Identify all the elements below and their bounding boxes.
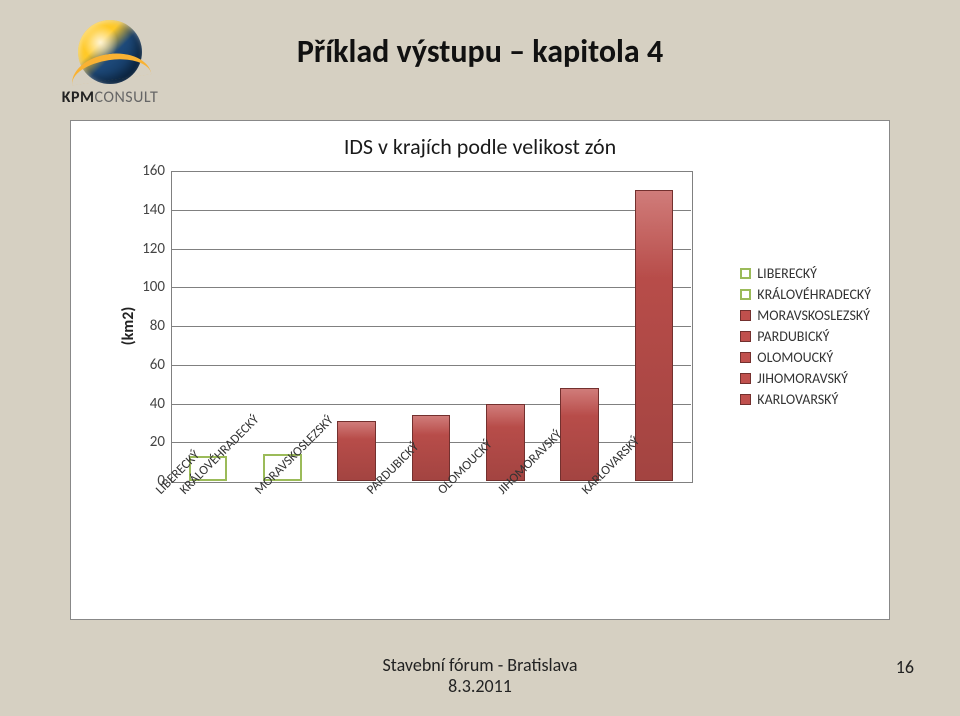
footer: Stavební fórum - Bratislava 8.3.2011: [0, 655, 960, 698]
chart-legend: LIBERECKÝ KRÁLOVÉHRADECKÝ MORAVSKOSLEZSKÝ P…: [740, 261, 871, 412]
slide-number: 16: [896, 656, 914, 678]
legend-swatch: [740, 310, 751, 321]
legend-swatch: [740, 289, 751, 300]
gridline: [171, 365, 691, 366]
legend-row: PARDUBICKÝ: [740, 328, 871, 345]
legend-label: LIBERECKÝ: [757, 265, 817, 282]
brand-name: KPM: [62, 88, 95, 107]
chart-title: IDS v krajích podle velikost zón: [71, 133, 889, 160]
y-tick-label: 60: [125, 356, 171, 374]
bar: [635, 190, 674, 481]
bar-highlight: [561, 389, 598, 416]
chart-container: IDS v krajích podle velikost zón (km2) 0…: [70, 120, 890, 620]
y-tick-label: 120: [125, 240, 171, 258]
gridline: [171, 287, 691, 288]
bar-highlight: [636, 191, 673, 278]
footer-line1: Stavební fórum - Bratislava: [383, 654, 578, 676]
y-tick-label: 40: [125, 395, 171, 413]
gridline: [171, 210, 691, 211]
bar-highlight: [413, 416, 450, 435]
y-tick-label: 160: [125, 162, 171, 180]
y-tick-label: 80: [125, 317, 171, 335]
legend-label: MORAVSKOSLEZSKÝ: [757, 307, 870, 324]
legend-label: KRÁLOVÉHRADECKÝ: [757, 286, 871, 303]
legend-row: MORAVSKOSLEZSKÝ: [740, 307, 871, 324]
legend-row: KARLOVARSKÝ: [740, 391, 871, 408]
legend-swatch: [740, 394, 751, 405]
legend-swatch: [740, 268, 751, 279]
bar: [337, 421, 376, 481]
gridline: [171, 249, 691, 250]
legend-row: JIHOMORAVSKÝ: [740, 370, 871, 387]
gridline: [171, 404, 691, 405]
bar-highlight: [487, 405, 524, 428]
legend-label: PARDUBICKÝ: [757, 328, 829, 345]
legend-row: KRÁLOVÉHRADECKÝ: [740, 286, 871, 303]
y-tick-label: 140: [125, 201, 171, 219]
page-title: Příklad výstupu – kapitola 4: [0, 32, 960, 71]
legend-label: JIHOMORAVSKÝ: [757, 370, 848, 387]
legend-label: KARLOVARSKÝ: [757, 391, 838, 408]
legend-swatch: [740, 331, 751, 342]
legend-label: OLOMOUCKÝ: [757, 349, 833, 366]
brand-suffix: CONSULT: [94, 88, 158, 107]
legend-row: OLOMOUCKÝ: [740, 349, 871, 366]
gridline: [171, 326, 691, 327]
legend-swatch: [740, 373, 751, 384]
legend-swatch: [740, 352, 751, 363]
y-tick-label: 100: [125, 278, 171, 296]
footer-line2: 8.3.2011: [448, 675, 512, 697]
legend-row: LIBERECKÝ: [740, 265, 871, 282]
slide: KPMCONSULT Příklad výstupu – kapitola 4 …: [0, 0, 960, 716]
y-tick-label: 20: [125, 433, 171, 451]
brand-text: KPMCONSULT: [40, 88, 180, 107]
bar-highlight: [338, 422, 375, 439]
chart-plot-area: 020406080100120140160LIBERECKÝKRÁLOVÉHRA…: [171, 171, 691, 481]
bar: [560, 388, 599, 481]
